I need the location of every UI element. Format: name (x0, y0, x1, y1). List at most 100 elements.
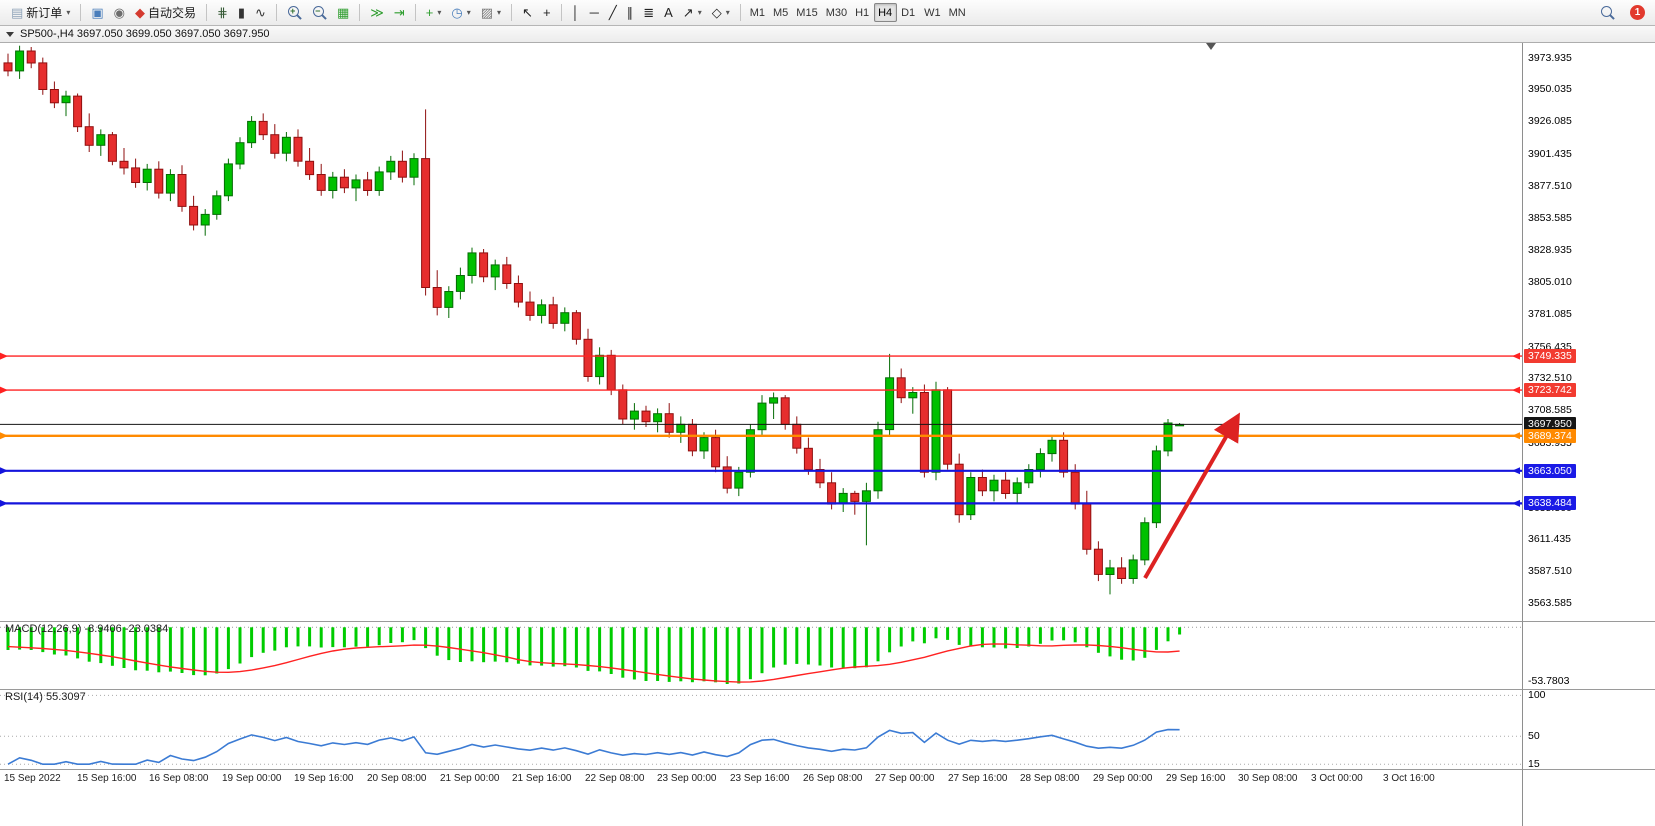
chart-titlebar: SP500-,H4 3697.050 3699.050 3697.050 369… (0, 26, 1655, 43)
timeframe-m30[interactable]: M30 (822, 3, 851, 22)
time-axis[interactable]: 15 Sep 2022 15 Sep 16:00 16 Sep 08:00 19 Se… (0, 769, 1655, 826)
price-axis-tick: 3973.935 (1528, 52, 1572, 64)
line-chart-icon[interactable]: ∿ (250, 2, 271, 23)
trendline-icon[interactable]: ╱ (604, 2, 622, 23)
price-axis[interactable]: 3973.935 3950.035 3926.085 3901.435 3877.510… (1522, 43, 1655, 621)
timeframe-h4[interactable]: H4 (874, 3, 898, 22)
grid-icon[interactable]: ▦ (332, 2, 354, 23)
crosshair-icon-glyph-icon: + (542, 5, 551, 20)
toolbar-separator (205, 4, 207, 21)
chart-title: SP500-,H4 3697.050 3699.050 3697.050 369… (20, 28, 270, 40)
text-tool-icon-glyph-icon: A (664, 5, 673, 20)
algo-trading-button[interactable]: ◆ 自动交易 (130, 2, 201, 23)
crosshair-icon[interactable]: + (538, 2, 556, 23)
fibonacci-icon[interactable]: ≣ (638, 2, 659, 23)
time-axis-label: 28 Sep 08:00 (1020, 773, 1080, 784)
equidistant-channel-icon-glyph-icon: ∥ (626, 5, 634, 20)
chevron-down-icon: ▾ (466, 8, 471, 17)
text-tool-icon[interactable]: A (659, 2, 678, 23)
time-axis-label: 19 Sep 16:00 (294, 773, 354, 784)
timeframe-m15[interactable]: M15 (792, 3, 821, 22)
vertical-line-icon[interactable]: │ (567, 2, 585, 23)
timeframe-m5[interactable]: M5 (769, 3, 792, 22)
shapes-tool-icon[interactable]: ◇ ▾ (707, 2, 735, 23)
profiles-icon[interactable]: ◉ (109, 2, 130, 23)
new-chart-icon[interactable]: ▣ (86, 2, 108, 23)
macd-axis[interactable]: -53.7803 (1522, 621, 1655, 689)
timeframe-d1[interactable]: D1 (897, 3, 920, 22)
arrows-tool-icon-glyph-icon: ↗ (682, 5, 694, 20)
time-axis-label: 27 Sep 16:00 (948, 773, 1008, 784)
axis-corner (1522, 769, 1655, 826)
zoom-out-icon: − (312, 5, 327, 20)
support-line-blue-2-price-badge: 3638.484 (1524, 496, 1576, 510)
candlestick-chart[interactable] (0, 43, 1522, 621)
timeframe-mn[interactable]: MN (945, 3, 970, 22)
indicators-button[interactable]: + ▾ (421, 2, 447, 23)
arrows-tool-icon[interactable]: ↗ ▾ (678, 2, 707, 23)
templates-glyph-icon: ▨ (480, 5, 494, 20)
rsi-axis-label: 100 (1528, 689, 1546, 701)
search-icon[interactable] (1595, 2, 1620, 23)
zoom-out-icon[interactable]: − (307, 2, 332, 23)
shapes-tool-icon-glyph-icon: ◇ (711, 5, 722, 20)
time-axis-label: 20 Sep 08:00 (367, 773, 427, 784)
timeframe-h4-label: H4 (878, 6, 893, 19)
timeframe-w1[interactable]: W1 (920, 3, 945, 22)
price-axis-tick: 3950.035 (1528, 83, 1572, 95)
indicators-glyph-icon: + (425, 5, 434, 20)
notification-badge[interactable]: 1 (1630, 5, 1645, 20)
horizontal-line-icon[interactable]: ─ (585, 2, 604, 23)
timeframe-mn-label: MN (948, 6, 966, 19)
rsi-axis-label: 15 (1528, 758, 1540, 770)
rsi-chart[interactable] (0, 690, 1522, 770)
time-axis-label: 19 Sep 00:00 (222, 773, 282, 784)
timeframe-m1[interactable]: M1 (746, 3, 769, 22)
search-icon (1600, 5, 1615, 20)
candlestick-chart-icon[interactable]: ▮ (233, 2, 250, 23)
time-axis-label: 22 Sep 08:00 (585, 773, 645, 784)
trendline-icon-glyph-icon: ╱ (608, 5, 617, 20)
price-axis-tick: 3611.435 (1528, 533, 1572, 545)
profiles-icon-glyph-icon: ◉ (113, 5, 125, 20)
equidistant-channel-icon[interactable]: ∥ (622, 2, 639, 23)
new-chart-icon-glyph-icon: ▣ (91, 5, 104, 20)
time-axis-label: 26 Sep 08:00 (803, 773, 863, 784)
toolbar-separator (414, 4, 416, 21)
chart-shift-icon[interactable]: ⇥ (389, 2, 410, 23)
new-order-button[interactable]: ▤ 新订单 ▾ (6, 2, 75, 23)
cursor-icon[interactable]: ↖ (517, 2, 538, 23)
price-axis-tick: 3781.085 (1528, 308, 1572, 320)
rsi-pane[interactable]: RSI(14) 55.3097 (0, 689, 1522, 769)
timeframe-h1-label: H1 (855, 6, 870, 19)
price-axis-tick: 3853.585 (1528, 212, 1572, 224)
macd-pane[interactable]: MACD(12,26,9) -8.9406 -23.0384 (0, 621, 1522, 689)
macd-chart[interactable] (0, 622, 1522, 690)
price-axis-tick: 3563.585 (1528, 597, 1572, 609)
toolbar-separator (359, 4, 361, 21)
time-axis-label: 23 Sep 00:00 (657, 773, 717, 784)
support-line-blue-1-price-badge: 3663.050 (1524, 464, 1576, 478)
auto-scroll-icon[interactable]: ≫ (365, 2, 389, 23)
time-axis-label: 16 Sep 08:00 (149, 773, 209, 784)
new-order-button-label: 新订单 (26, 6, 63, 20)
timeframe-h1[interactable]: H1 (851, 3, 874, 22)
time-axis-label: 29 Sep 16:00 (1166, 773, 1226, 784)
periods-glyph-icon: ◷ (451, 5, 463, 20)
zoom-in-icon[interactable]: + (282, 2, 307, 23)
templates-button[interactable]: ▨ ▾ (476, 2, 506, 23)
line-chart-icon-glyph-icon: ∿ (255, 5, 266, 20)
chevron-down-icon: ▾ (697, 8, 702, 17)
price-axis-tick: 3877.510 (1528, 180, 1572, 192)
time-axis-label: 15 Sep 2022 (4, 773, 61, 784)
time-axis-label: 27 Sep 00:00 (875, 773, 935, 784)
auto-scroll-icon-glyph-icon: ≫ (370, 5, 384, 20)
rsi-axis[interactable]: 100 50 15 (1522, 689, 1655, 770)
bar-chart-icon[interactable]: ⋕ (212, 2, 233, 23)
chart-menu-icon[interactable] (6, 31, 14, 37)
price-axis-tick: 3732.510 (1528, 372, 1572, 384)
chart-shift-icon-glyph-icon: ⇥ (393, 5, 405, 20)
price-chart-pane[interactable] (0, 43, 1522, 621)
periods-button[interactable]: ◷ ▾ (446, 2, 475, 23)
timeframe-m30-label: M30 (825, 6, 848, 19)
